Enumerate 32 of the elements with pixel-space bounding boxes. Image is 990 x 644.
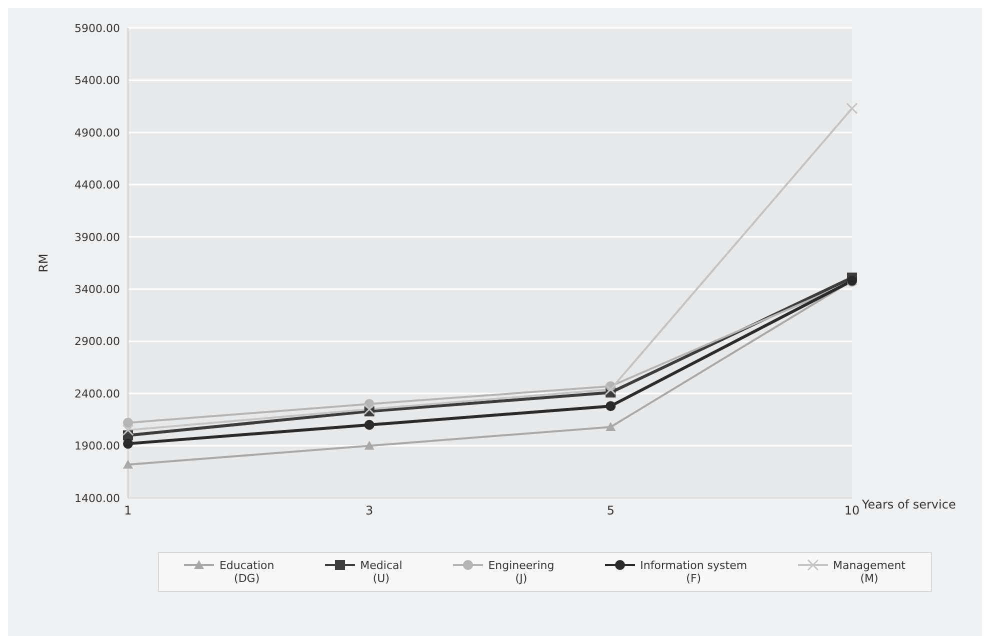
- point: [606, 422, 616, 431]
- x-tick-label: 5: [606, 504, 614, 518]
- point: [364, 403, 376, 415]
- point: [123, 460, 133, 469]
- point: [364, 440, 374, 450]
- legend-label: Medical (U): [360, 559, 402, 585]
- y-tick-label: 3400.00: [74, 283, 120, 296]
- legend-label: Engineering (J): [488, 559, 554, 585]
- legend-label: Management (M): [833, 559, 906, 585]
- point: [123, 418, 133, 428]
- y-axis-title: RM: [36, 254, 50, 272]
- y-tick-label: 4400.00: [74, 178, 120, 192]
- x-tick-label: 1: [124, 504, 132, 518]
- y-tick-label: 3900.00: [74, 230, 120, 244]
- legend-label: Information system (F): [640, 559, 748, 585]
- y-tick-label: 4900.00: [74, 126, 120, 140]
- point: [122, 424, 134, 436]
- y-tick-label: 5400.00: [74, 74, 120, 88]
- x-axis-title: Years of service: [861, 497, 956, 512]
- legend-label: Education (DG): [219, 559, 274, 585]
- point: [604, 384, 616, 396]
- x-tick-label: 3: [366, 504, 374, 518]
- point: [364, 420, 374, 430]
- point: [606, 401, 616, 412]
- point: [123, 438, 133, 449]
- y-tick-label: 1400.00: [74, 492, 120, 505]
- y-tick-label: 5900.00: [74, 22, 120, 35]
- x-tick-label: 10: [844, 504, 860, 518]
- y-tick-label: 2400.00: [74, 387, 120, 400]
- point: [846, 102, 858, 114]
- y-tick-label: 2900.00: [74, 335, 120, 348]
- y-tick-label: 1900.00: [74, 440, 120, 453]
